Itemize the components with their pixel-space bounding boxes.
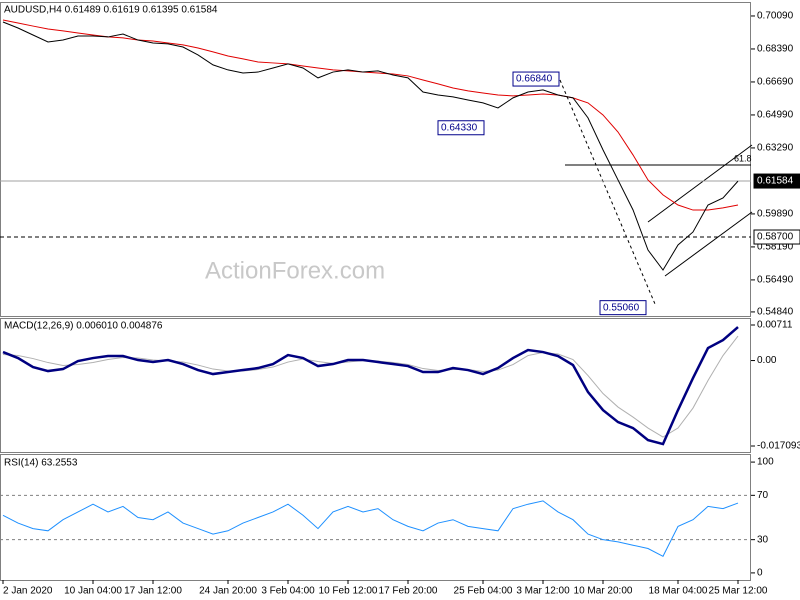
price-annotation: 0.64330 — [441, 122, 478, 133]
fib-label: 61.8 — [734, 153, 752, 163]
price-annotation-box — [437, 120, 485, 136]
y-tick-label: 0.00 — [757, 355, 777, 366]
channel-lower — [664, 211, 753, 277]
y-tick-label: -0.017093 — [757, 441, 800, 452]
y-tick-label: 0.00711 — [757, 320, 793, 331]
price-title: AUDUSD,H4 0.61489 0.61619 0.61395 0.6158… — [4, 5, 218, 16]
watermark: ActionForex.com — [205, 257, 385, 284]
series-line — [2, 500, 739, 557]
x-tick-label: 18 Mar 04:00 — [649, 586, 708, 597]
macd-title: MACD(12,26,9) 0.006010 0.004876 — [4, 321, 163, 332]
y-tick-label: 0.59890 — [757, 209, 794, 220]
price-annotation-box — [599, 300, 647, 316]
y-tick-label: 0.56490 — [757, 275, 794, 286]
y-tick-label: 0.66690 — [757, 77, 794, 88]
price-annotation: 0.55060 — [603, 302, 640, 313]
price-panel — [0, 2, 751, 317]
x-tick-label: 3 Mar 12:00 — [516, 586, 570, 597]
y-tick-label: 0.68390 — [757, 44, 794, 55]
swing-line — [559, 79, 656, 305]
price-annotation: 0.66840 — [516, 74, 553, 85]
y-tick-label: 0 — [757, 568, 763, 579]
x-tick-label: 10 Feb 12:00 — [319, 586, 378, 597]
series-line — [2, 19, 739, 211]
series-line — [2, 326, 739, 446]
price-box-label: 0.58700 — [757, 232, 794, 243]
price-box — [753, 229, 800, 245]
rsi-panel — [0, 454, 751, 581]
series-line — [2, 21, 739, 271]
x-tick-label: 17 Jan 12:00 — [124, 586, 182, 597]
price-box — [753, 173, 800, 189]
y-tick-label: 70 — [757, 490, 769, 501]
y-tick-label: 100 — [757, 457, 774, 468]
y-tick-label: 0.63290 — [757, 143, 794, 154]
y-tick-label: 0.58190 — [757, 242, 794, 253]
x-tick-label: 3 Feb 04:00 — [261, 586, 315, 597]
macd-panel — [0, 318, 751, 453]
x-tick-label: 25 Mar 12:00 — [709, 586, 768, 597]
x-tick-label: 17 Feb 20:00 — [379, 586, 438, 597]
price-annotation-box — [512, 71, 560, 87]
price-box-label: 0.61584 — [757, 176, 794, 187]
rsi-title: RSI(14) 63.2553 — [4, 458, 78, 469]
x-tick-label: 24 Jan 20:00 — [199, 586, 257, 597]
x-tick-label: 10 Jan 04:00 — [64, 586, 122, 597]
y-tick-label: 30 — [757, 534, 769, 545]
channel-upper — [647, 144, 753, 223]
x-tick-label: 25 Feb 04:00 — [454, 586, 513, 597]
x-tick-label: 10 Mar 20:00 — [574, 586, 633, 597]
y-tick-label: 0.54840 — [757, 307, 794, 318]
x-tick-label: 2 Jan 2020 — [3, 586, 53, 597]
y-tick-label: 0.64990 — [757, 110, 794, 121]
y-tick-label: 0.70090 — [757, 11, 794, 22]
